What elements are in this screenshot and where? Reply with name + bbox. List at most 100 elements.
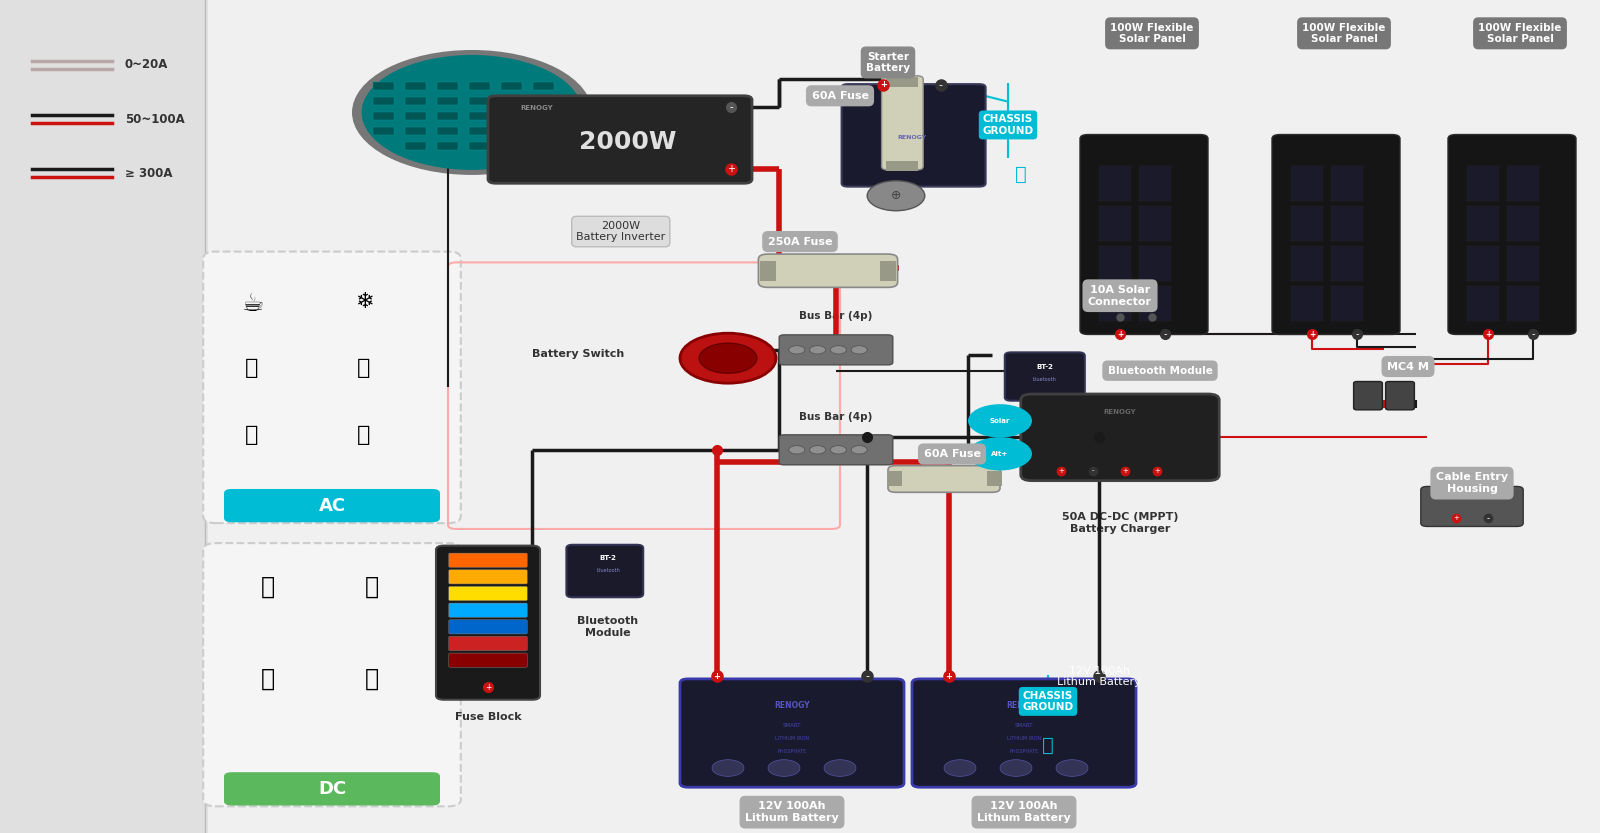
Text: -: -	[1091, 467, 1094, 474]
Text: RENOGY: RENOGY	[520, 105, 552, 111]
FancyBboxPatch shape	[469, 82, 490, 90]
FancyBboxPatch shape	[501, 97, 522, 105]
FancyBboxPatch shape	[373, 127, 394, 135]
Text: 📺: 📺	[365, 666, 379, 691]
Text: +: +	[880, 81, 886, 89]
FancyBboxPatch shape	[373, 97, 394, 105]
Text: RENOGY: RENOGY	[1006, 701, 1042, 710]
FancyBboxPatch shape	[1467, 206, 1499, 241]
FancyBboxPatch shape	[987, 471, 1002, 486]
FancyBboxPatch shape	[1080, 135, 1208, 335]
FancyBboxPatch shape	[224, 772, 440, 806]
Circle shape	[851, 346, 867, 354]
Text: SMART: SMART	[782, 722, 802, 727]
Text: ⏚: ⏚	[1014, 166, 1027, 184]
Text: -: -	[1355, 329, 1358, 340]
Circle shape	[680, 333, 776, 383]
Text: 60A Fuse: 60A Fuse	[923, 449, 981, 459]
FancyBboxPatch shape	[888, 466, 1000, 492]
FancyBboxPatch shape	[437, 112, 458, 120]
Text: DC: DC	[318, 780, 346, 798]
FancyBboxPatch shape	[373, 82, 394, 90]
Text: 2000W
Battery Inverter: 2000W Battery Inverter	[576, 221, 666, 242]
FancyBboxPatch shape	[405, 112, 426, 120]
Text: PHOSPHATE: PHOSPHATE	[778, 749, 806, 754]
Circle shape	[830, 446, 846, 454]
FancyBboxPatch shape	[405, 127, 426, 135]
Text: Bluetooth Module: Bluetooth Module	[1107, 366, 1213, 376]
Text: 🔌: 🔌	[357, 425, 371, 445]
Text: 💡: 💡	[261, 666, 275, 691]
FancyBboxPatch shape	[680, 679, 904, 787]
FancyBboxPatch shape	[1507, 166, 1539, 201]
Text: 50A DC-DC (MPPT)
Battery Charger: 50A DC-DC (MPPT) Battery Charger	[1062, 512, 1178, 534]
Text: RENOGY: RENOGY	[774, 701, 810, 710]
FancyBboxPatch shape	[1467, 286, 1499, 321]
Text: Starter
Battery: Starter Battery	[866, 52, 910, 73]
FancyBboxPatch shape	[1331, 166, 1363, 201]
Circle shape	[1056, 760, 1088, 776]
FancyBboxPatch shape	[1291, 166, 1323, 201]
FancyBboxPatch shape	[448, 636, 526, 651]
FancyBboxPatch shape	[1354, 382, 1382, 410]
Text: 2000W: 2000W	[579, 130, 677, 154]
Text: Cable Entry
Housing: Cable Entry Housing	[1435, 472, 1509, 494]
Text: PHOSPHATE: PHOSPHATE	[1010, 749, 1038, 754]
FancyBboxPatch shape	[0, 0, 208, 833]
FancyBboxPatch shape	[488, 96, 752, 183]
Text: RENOGY: RENOGY	[1104, 409, 1136, 416]
FancyBboxPatch shape	[469, 97, 490, 105]
FancyBboxPatch shape	[1291, 206, 1323, 241]
FancyBboxPatch shape	[912, 679, 1136, 787]
Circle shape	[712, 760, 744, 776]
FancyBboxPatch shape	[448, 586, 526, 601]
FancyBboxPatch shape	[1139, 166, 1171, 201]
Text: ⊕: ⊕	[891, 189, 901, 202]
Text: -: -	[866, 671, 869, 681]
Text: RENOGY: RENOGY	[898, 135, 926, 140]
Text: 100W Flexible
Solar Panel: 100W Flexible Solar Panel	[1110, 22, 1194, 44]
FancyBboxPatch shape	[448, 603, 526, 617]
FancyBboxPatch shape	[886, 161, 918, 171]
Text: +: +	[1122, 467, 1128, 474]
FancyBboxPatch shape	[501, 112, 522, 120]
Text: +: +	[1154, 467, 1160, 474]
Text: LITHIUM IRON: LITHIUM IRON	[1006, 736, 1042, 741]
FancyBboxPatch shape	[1448, 135, 1576, 335]
FancyBboxPatch shape	[888, 471, 902, 486]
Circle shape	[352, 50, 592, 175]
FancyBboxPatch shape	[1099, 166, 1131, 201]
Circle shape	[810, 446, 826, 454]
FancyBboxPatch shape	[1421, 486, 1523, 526]
Text: +: +	[1485, 330, 1491, 339]
FancyBboxPatch shape	[405, 82, 426, 90]
Circle shape	[830, 346, 846, 354]
Text: SMART: SMART	[1014, 722, 1034, 727]
Circle shape	[944, 760, 976, 776]
FancyBboxPatch shape	[1467, 246, 1499, 281]
FancyBboxPatch shape	[1139, 286, 1171, 321]
Text: 🖥: 🖥	[357, 358, 371, 378]
FancyBboxPatch shape	[405, 142, 426, 150]
Text: 12V 100Ah
Lithum Battery: 12V 100Ah Lithum Battery	[1058, 666, 1141, 687]
FancyBboxPatch shape	[435, 546, 541, 700]
Text: Bus Bar (4p): Bus Bar (4p)	[800, 311, 872, 321]
FancyBboxPatch shape	[566, 545, 643, 597]
Text: AC: AC	[318, 496, 346, 515]
Text: 🖥: 🖥	[261, 575, 275, 599]
FancyBboxPatch shape	[501, 82, 522, 90]
Text: 🧊: 🧊	[365, 575, 379, 599]
Text: 12V 100Ah
Lithum Battery: 12V 100Ah Lithum Battery	[978, 801, 1070, 823]
Text: 100W Flexible
Solar Panel: 100W Flexible Solar Panel	[1478, 22, 1562, 44]
FancyBboxPatch shape	[448, 570, 526, 584]
FancyBboxPatch shape	[469, 112, 490, 120]
Text: +: +	[1309, 330, 1315, 339]
Text: ☕: ☕	[242, 292, 262, 316]
Circle shape	[824, 760, 856, 776]
FancyBboxPatch shape	[842, 84, 986, 187]
FancyBboxPatch shape	[224, 489, 440, 522]
FancyBboxPatch shape	[1291, 286, 1323, 321]
FancyBboxPatch shape	[760, 261, 776, 281]
Text: 12V 100Ah
Lithum Battery: 12V 100Ah Lithum Battery	[746, 801, 838, 823]
FancyBboxPatch shape	[1099, 286, 1131, 321]
